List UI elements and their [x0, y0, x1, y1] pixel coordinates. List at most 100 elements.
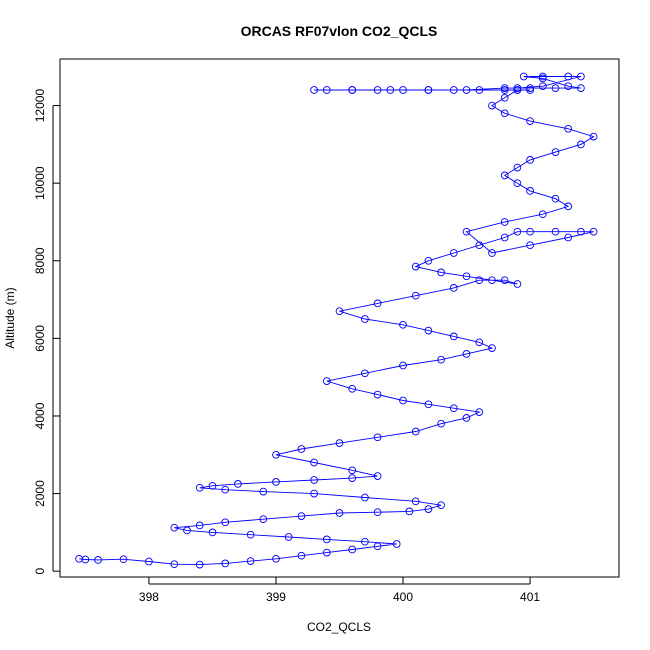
data-point — [195, 560, 204, 569]
data-point — [297, 551, 306, 560]
data-point — [449, 404, 458, 413]
data-point — [513, 163, 522, 172]
data-point — [119, 555, 128, 564]
data-point — [577, 72, 585, 81]
data-point — [348, 474, 357, 482]
data-point — [526, 86, 534, 94]
data-point — [513, 179, 522, 188]
data-point — [195, 521, 204, 530]
data-point — [500, 84, 509, 92]
data-point — [462, 227, 471, 236]
data-point — [373, 508, 382, 517]
data-point — [361, 537, 369, 546]
data-point — [564, 72, 573, 81]
data-point — [170, 560, 179, 569]
data-point — [577, 227, 585, 236]
data-point — [322, 377, 331, 385]
data-point — [348, 545, 357, 554]
data-point — [437, 501, 445, 510]
y-tick-label: 12000 — [33, 89, 47, 123]
data-point — [297, 512, 306, 520]
data-point — [462, 272, 471, 281]
data-point — [424, 400, 433, 409]
data-point — [500, 171, 509, 180]
data-point — [526, 227, 534, 236]
plot-frame — [59, 58, 620, 578]
data-point — [449, 284, 458, 292]
x-tick-label: 399 — [266, 590, 286, 604]
data-point — [526, 117, 534, 125]
data-point — [500, 233, 509, 242]
data-point — [488, 101, 496, 110]
data-point — [564, 202, 573, 211]
data-point — [373, 472, 382, 480]
data-point — [373, 542, 382, 551]
data-point — [538, 74, 547, 83]
data-point — [513, 84, 522, 92]
data-point — [348, 466, 357, 475]
data-point — [183, 526, 191, 535]
data-point — [462, 414, 471, 422]
data-point — [526, 241, 534, 250]
data-point — [475, 338, 484, 347]
data-point — [310, 476, 318, 484]
series-line — [79, 76, 595, 566]
data-point — [399, 86, 407, 94]
data-point — [488, 249, 496, 257]
y-tick-label: 8000 — [33, 247, 47, 274]
data-point — [322, 86, 331, 94]
data-point — [170, 523, 179, 532]
y-axis-label: Altitude (m) — [3, 287, 17, 348]
data-point — [392, 540, 401, 548]
data-point — [513, 280, 522, 288]
data-point — [310, 86, 318, 94]
data-point — [348, 86, 357, 94]
y-axis: 0 2000 4000 6000 8000 10000 12000 — [33, 89, 60, 575]
data-point — [221, 518, 230, 527]
data-point — [259, 515, 268, 524]
data-point — [513, 227, 522, 236]
data-point — [500, 86, 509, 94]
data-point — [322, 535, 331, 544]
data-point — [500, 276, 509, 285]
data-point — [405, 507, 414, 516]
data-point — [361, 315, 369, 323]
series-points — [75, 72, 598, 569]
y-tick-label: 6000 — [33, 325, 47, 352]
data-point — [335, 509, 344, 517]
data-point — [424, 86, 433, 94]
data-point — [221, 485, 230, 494]
data-point — [488, 344, 496, 352]
data-point — [538, 210, 547, 219]
data-point — [551, 148, 560, 156]
data-point — [411, 291, 420, 300]
data-point — [577, 84, 585, 92]
data-point — [361, 369, 369, 378]
data-point — [399, 396, 407, 405]
y-tick-label: 0 — [33, 568, 47, 575]
data-point — [488, 276, 496, 285]
chart-title: ORCAS RF07vlon CO2_QCLS — [241, 23, 438, 39]
data-point — [322, 548, 331, 557]
x-tick-label: 398 — [139, 590, 159, 604]
data-point — [577, 140, 585, 149]
data-point — [437, 268, 445, 277]
y-tick-label: 10000 — [33, 166, 47, 200]
data-point — [246, 530, 255, 539]
data-point — [208, 481, 217, 490]
data-point — [475, 276, 484, 285]
data-point — [373, 390, 382, 399]
data-point — [449, 249, 458, 257]
data-point — [551, 227, 560, 236]
data-point — [449, 332, 458, 341]
data-point — [246, 557, 255, 565]
data-point — [399, 320, 407, 329]
data-point — [462, 350, 471, 358]
data-point — [564, 233, 573, 242]
data-point — [297, 445, 306, 453]
data-point — [75, 554, 83, 563]
data-point — [437, 419, 445, 428]
data-point — [373, 299, 382, 308]
data-point — [424, 505, 433, 513]
data-point — [500, 93, 509, 102]
